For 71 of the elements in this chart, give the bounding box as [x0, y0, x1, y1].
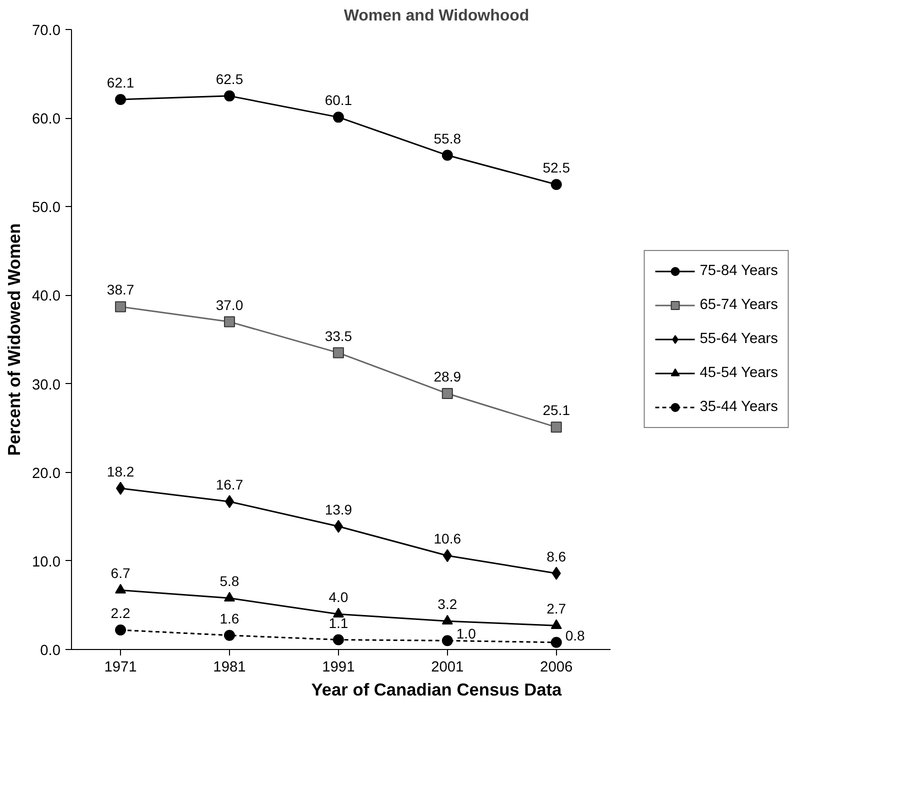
data-label: 1.0 — [456, 626, 476, 642]
data-label: 16.7 — [216, 476, 244, 493]
y-tick-label: 20.0 — [32, 466, 61, 482]
data-label: 37.0 — [216, 296, 244, 313]
x-tick-label: 1991 — [322, 660, 355, 676]
data-label: 5.8 — [220, 573, 240, 590]
point — [224, 630, 235, 641]
point — [332, 347, 344, 358]
point — [332, 608, 344, 618]
point — [550, 619, 562, 629]
legend-label: 55-64 Years — [700, 331, 778, 347]
point — [550, 179, 562, 190]
point — [442, 150, 453, 161]
point — [115, 301, 126, 312]
point — [442, 388, 453, 400]
x-tick-label: 1981 — [213, 660, 246, 676]
data-label: 6.7 — [110, 565, 130, 582]
data-label: 18.2 — [106, 463, 134, 480]
data-label: 3.2 — [438, 596, 458, 612]
y-tick-label: 10.0 — [32, 554, 61, 570]
legend-label: 45-54 Years — [700, 365, 778, 381]
data-label: 25.1 — [542, 402, 570, 418]
data-label: 0.8 — [565, 627, 586, 644]
point — [334, 520, 343, 533]
point — [332, 634, 344, 646]
x-tick-label: 2001 — [431, 660, 464, 676]
data-label: 10.6 — [434, 530, 462, 547]
point — [550, 422, 562, 433]
data-label: 1.6 — [220, 610, 240, 626]
x-tick-label: 1971 — [104, 660, 137, 676]
point — [552, 566, 561, 580]
data-label: 62.5 — [216, 70, 244, 87]
data-label: 60.1 — [324, 92, 352, 108]
data-label: 1.1 — [328, 614, 348, 631]
legend-label: 65-74 Years — [700, 297, 778, 313]
legend-label: 35-44 Years — [700, 399, 778, 415]
y-tick-label: 70.0 — [32, 23, 61, 39]
y-tick-label: 50.0 — [32, 200, 61, 216]
point — [224, 495, 234, 508]
data-label: 4.0 — [328, 589, 348, 606]
point — [224, 90, 235, 102]
data-label: 38.7 — [106, 282, 134, 298]
point — [332, 112, 344, 123]
data-label: 52.5 — [542, 160, 570, 176]
data-label: 55.8 — [434, 130, 462, 146]
legend-label: 75-84 Years — [700, 263, 778, 279]
data-label: 13.9 — [324, 501, 352, 518]
point — [115, 584, 126, 594]
y-axis-title: Percent of Widowed Women — [4, 223, 24, 456]
point — [115, 624, 126, 636]
data-label: 28.9 — [434, 368, 462, 385]
data-label: 2.2 — [110, 605, 130, 622]
x-tick-label: 2006 — [540, 660, 573, 676]
point — [550, 636, 562, 648]
point — [442, 635, 453, 646]
chart-title: Women and Widowhood — [344, 8, 530, 24]
data-label: 62.1 — [106, 74, 134, 90]
point — [115, 94, 126, 105]
y-tick-label: 0.0 — [40, 643, 60, 659]
x-axis-title: Year of Canadian Census Data — [311, 680, 562, 700]
y-tick-label: 60.0 — [32, 112, 61, 128]
data-label: 8.6 — [546, 548, 566, 564]
y-tick-label: 30.0 — [32, 377, 61, 394]
data-label: 33.5 — [324, 328, 352, 344]
point — [442, 614, 453, 625]
point — [224, 592, 235, 602]
point — [224, 316, 235, 328]
data-label: 2.7 — [546, 600, 566, 617]
y-tick-label: 40.0 — [32, 288, 61, 305]
point — [116, 482, 126, 495]
point — [442, 549, 452, 562]
